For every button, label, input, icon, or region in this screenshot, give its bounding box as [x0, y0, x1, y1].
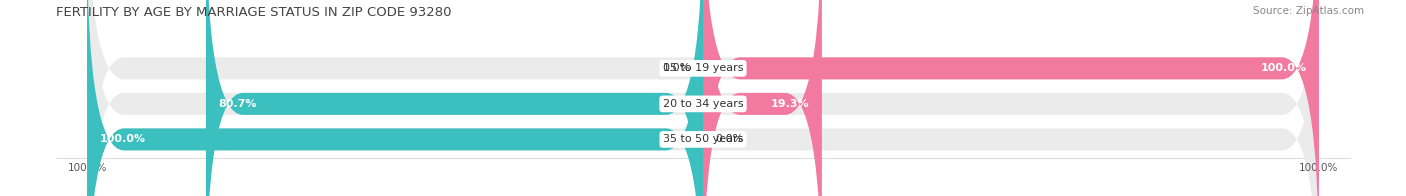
FancyBboxPatch shape [87, 0, 1319, 196]
FancyBboxPatch shape [703, 0, 1319, 196]
Text: Source: ZipAtlas.com: Source: ZipAtlas.com [1253, 6, 1364, 16]
Text: 0.0%: 0.0% [662, 63, 690, 73]
Text: 100.0%: 100.0% [1261, 63, 1306, 73]
Text: 0.0%: 0.0% [716, 134, 744, 144]
Text: 100.0%: 100.0% [100, 134, 145, 144]
Text: 35 to 50 years: 35 to 50 years [662, 134, 744, 144]
Text: 19.3%: 19.3% [770, 99, 810, 109]
Text: FERTILITY BY AGE BY MARRIAGE STATUS IN ZIP CODE 93280: FERTILITY BY AGE BY MARRIAGE STATUS IN Z… [56, 6, 451, 19]
FancyBboxPatch shape [87, 0, 703, 196]
FancyBboxPatch shape [87, 0, 1319, 196]
FancyBboxPatch shape [703, 0, 823, 196]
Text: 15 to 19 years: 15 to 19 years [662, 63, 744, 73]
FancyBboxPatch shape [205, 0, 703, 196]
FancyBboxPatch shape [87, 0, 1319, 196]
Text: 80.7%: 80.7% [218, 99, 257, 109]
Text: 20 to 34 years: 20 to 34 years [662, 99, 744, 109]
